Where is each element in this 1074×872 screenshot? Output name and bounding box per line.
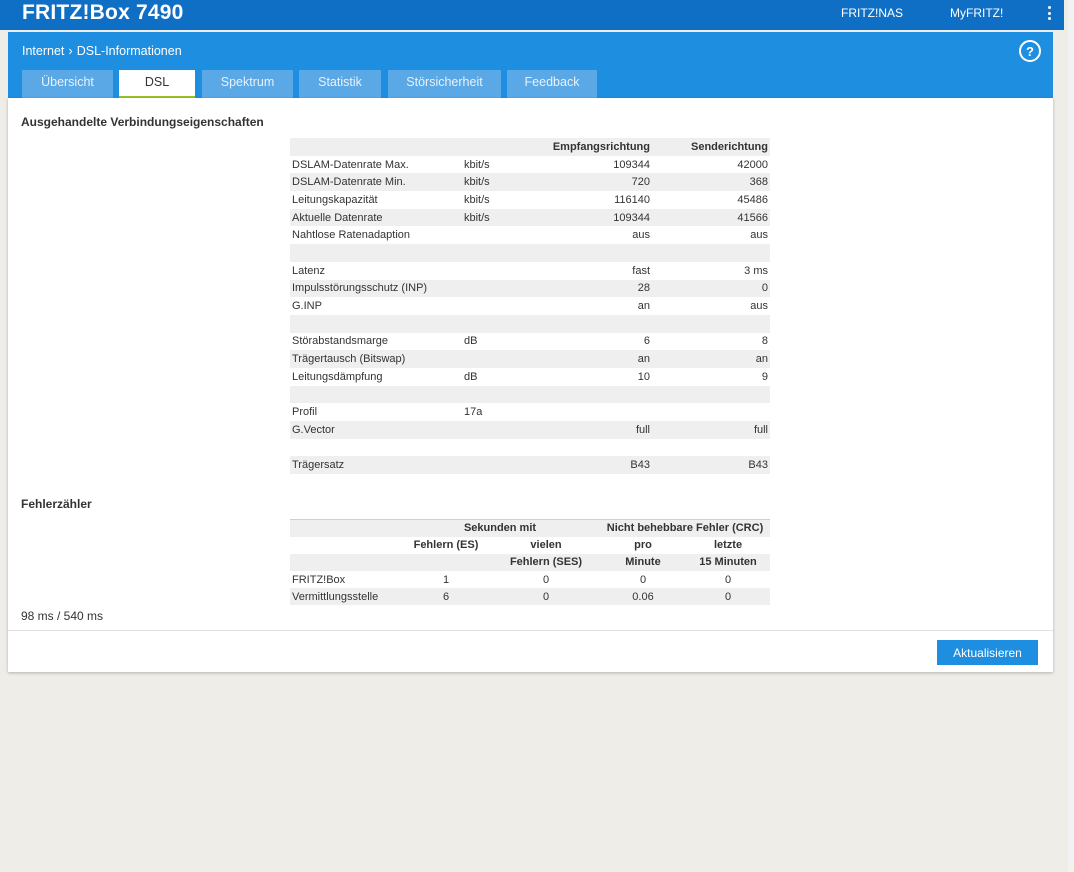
- fritznas-link[interactable]: FRITZ!NAS: [841, 6, 903, 20]
- timing-text: 98 ms / 540 ms: [21, 609, 104, 623]
- column-header-tx: Senderichtung: [690, 140, 768, 153]
- column-header-rx: Empfangsrichtung: [552, 140, 650, 153]
- table-row: Trägersatz B43 B43: [290, 456, 770, 475]
- table-row: Leitungsdämpfung dB 10 9: [290, 367, 770, 386]
- table-row: Leitungskapazität kbit/s 116140 45486: [290, 191, 770, 209]
- table-row: Aktuelle Datenrate kbit/s 109344 41566: [290, 208, 770, 227]
- tab-feedback[interactable]: Feedback: [507, 70, 597, 98]
- table-header-row: Fehlern (ES) vielen pro letzte: [290, 536, 770, 554]
- breadcrumb-internet[interactable]: Internet: [22, 43, 65, 58]
- scrollbar[interactable]: [1068, 0, 1074, 872]
- divider: [8, 630, 1053, 631]
- table-row: [290, 438, 770, 457]
- table-row: G.Vector full full: [290, 421, 770, 439]
- tab-uebersicht[interactable]: Übersicht: [22, 70, 113, 98]
- brand-title: FRITZ!Box 7490: [22, 1, 184, 24]
- table-header-row: Fehlern (SES) Minute 15 Minuten: [290, 553, 770, 572]
- table-row: Vermittlungsstelle 6 0 0.06 0: [290, 588, 770, 606]
- tab-dsl[interactable]: DSL: [119, 70, 195, 98]
- table-row: [290, 244, 770, 262]
- table-row: [290, 385, 770, 404]
- table-row: Störabstandsmarge dB 6 8: [290, 332, 770, 351]
- table-row: Trägertausch (Bitswap) an an: [290, 350, 770, 368]
- table-row: Nahtlose Ratenadaption aus aus: [290, 226, 770, 245]
- section-title-errors: Fehlerzähler: [21, 497, 92, 511]
- tab-spektrum[interactable]: Spektrum: [202, 70, 293, 98]
- group-header-crc: Nicht behebbare Fehler (CRC): [600, 518, 770, 537]
- connection-table: Empfangsrichtung Senderichtung DSLAM-Dat…: [290, 138, 770, 475]
- table-row: [290, 314, 770, 333]
- breadcrumb-current: DSL-Informationen: [76, 43, 182, 58]
- group-header-seconds: Sekunden mit: [400, 518, 600, 537]
- chevron-right-icon: ›: [68, 43, 73, 58]
- error-counter-table: Sekunden mit Nicht behebbare Fehler (CRC…: [290, 518, 770, 606]
- table-row: Profil 17a: [290, 403, 770, 421]
- table-header-row: Empfangsrichtung Senderichtung: [290, 138, 770, 156]
- more-menu-icon[interactable]: [1044, 4, 1054, 22]
- table-row: Latenz fast 3 ms: [290, 261, 770, 280]
- tab-stoersicherheit[interactable]: Störsicherheit: [388, 70, 501, 98]
- content-panel: Ausgehandelte Verbindungseigenschaften E…: [8, 98, 1053, 672]
- help-icon[interactable]: ?: [1019, 40, 1041, 62]
- tab-statistik[interactable]: Statistik: [299, 70, 381, 98]
- table-row: FRITZ!Box 1 0 0 0: [290, 571, 770, 589]
- breadcrumb: Internet › DSL-Informationen: [22, 43, 182, 58]
- table-row: DSLAM-Datenrate Min. kbit/s 720 368: [290, 173, 770, 192]
- table-row: Impulsstörungsschutz (INP) 28 0: [290, 279, 770, 298]
- table-header-row: Sekunden mit Nicht behebbare Fehler (CRC…: [290, 518, 770, 537]
- top-bar: FRITZ!Box 7490 FRITZ!NAS MyFRITZ!: [0, 0, 1064, 30]
- refresh-button[interactable]: Aktualisieren: [937, 640, 1038, 665]
- section-title-connection: Ausgehandelte Verbindungseigenschaften: [21, 115, 264, 129]
- myfritz-link[interactable]: MyFRITZ!: [950, 6, 1004, 20]
- page-header: Internet › DSL-Informationen ? Übersicht…: [8, 32, 1053, 98]
- table-row: DSLAM-Datenrate Max. kbit/s 109344 42000: [290, 155, 770, 174]
- table-row: G.INP an aus: [290, 297, 770, 315]
